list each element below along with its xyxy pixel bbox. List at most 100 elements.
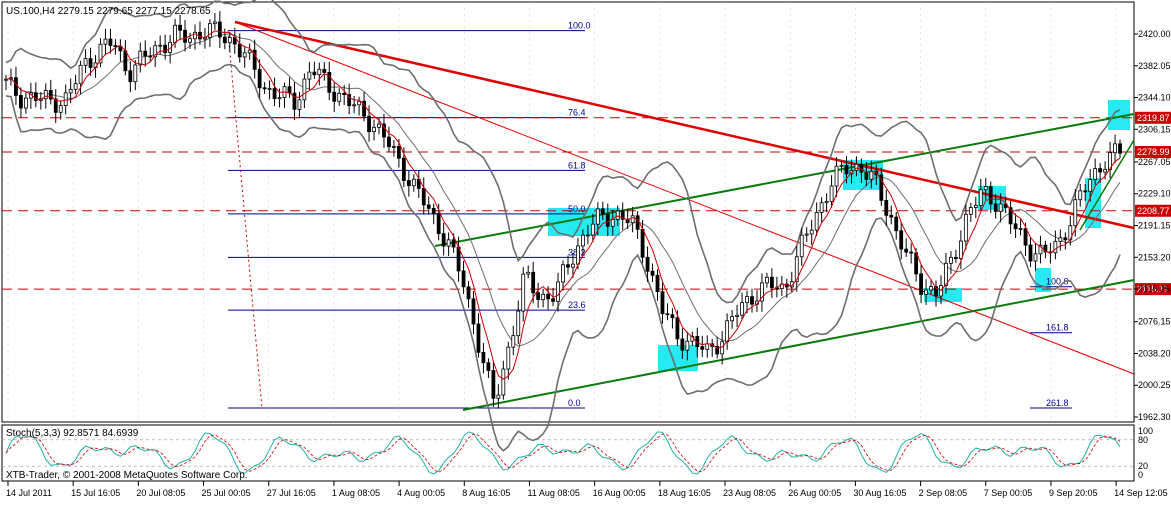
candle-body: [1078, 190, 1083, 201]
bollinger-bands: [5, 0, 1121, 452]
candle-body: [1098, 168, 1103, 173]
candle-body: [680, 338, 685, 351]
candlesticks: [4, 11, 1122, 409]
candle-body: [14, 77, 18, 96]
candle-body: [521, 273, 526, 312]
candle-body: [302, 78, 307, 101]
candle-body: [566, 264, 570, 268]
candle-body: [914, 252, 919, 275]
candle-body: [272, 88, 277, 100]
y-tick-label: 2306.15: [1138, 124, 1171, 134]
x-tick-label: 20 Jul 08:05: [136, 488, 185, 498]
x-tick-label: 15 Jul 16:05: [71, 488, 120, 498]
candle-body: [387, 136, 391, 148]
candle-body: [451, 239, 456, 248]
candle-body: [854, 163, 859, 171]
price-mark-label: 2319.87: [1137, 113, 1170, 123]
fib-trend-connector: [227, 30, 263, 409]
candle-body: [819, 202, 824, 213]
candle-body: [949, 256, 953, 264]
candle-body: [988, 186, 993, 205]
candle-body: [506, 346, 511, 370]
candle-body: [581, 234, 585, 247]
candle-body: [909, 251, 914, 254]
candle-body: [620, 210, 625, 220]
candle-body: [924, 289, 928, 295]
candle-body: [178, 24, 182, 31]
candle-body: [630, 215, 635, 224]
candle-body: [367, 115, 371, 132]
oscillator-label: Stoch(5,3,3) 92.8571 84.6939: [6, 428, 139, 439]
candle-body: [133, 64, 138, 83]
candle-body: [446, 239, 451, 247]
candle-body: [531, 271, 536, 294]
candle-body: [401, 157, 406, 181]
moving-average-line: [5, 30, 1121, 380]
x-tick-label: 1 Aug 08:05: [332, 488, 380, 498]
candle-body: [1058, 237, 1063, 242]
candle-body: [765, 276, 769, 284]
candle-body: [108, 38, 113, 46]
candle-body: [929, 286, 933, 291]
highlight-box: [924, 288, 962, 302]
moving-average: [5, 30, 1121, 380]
candle-body: [327, 72, 332, 93]
candle-body: [317, 68, 322, 76]
fibonacci-levels: 100.076.461.850.038.223.60.0100.0161.826…: [227, 21, 1072, 409]
highlight-box: [1035, 268, 1051, 292]
candle-body: [725, 320, 730, 343]
candle-body: [998, 203, 1003, 212]
candle-body: [834, 165, 839, 187]
candle-body: [277, 97, 282, 100]
oscillator-tick-label: 80: [1138, 435, 1148, 445]
candle-body: [546, 293, 550, 300]
x-tick-label: 23 Aug 08:05: [723, 488, 776, 498]
candle-body: [715, 346, 720, 355]
y-tick-label: 2115.25: [1138, 284, 1170, 294]
candle-body: [1023, 228, 1028, 246]
candle-body: [655, 274, 660, 293]
candle-body: [58, 105, 63, 113]
candle-body: [222, 36, 227, 44]
candle-body: [864, 171, 869, 180]
candle-body: [794, 256, 799, 283]
candle-body: [585, 234, 590, 237]
candle-body: [1018, 228, 1023, 230]
candle-body: [983, 186, 988, 191]
candle-body: [536, 292, 541, 300]
candle-body: [660, 291, 665, 315]
candle-body: [392, 145, 396, 148]
price-mark-label: 2278.99: [1137, 147, 1170, 157]
candle-body: [745, 296, 749, 304]
candle-body: [19, 95, 23, 109]
candle-body: [143, 50, 148, 57]
candle-body: [804, 233, 809, 236]
candle-body: [1083, 190, 1088, 193]
x-tick-label: 14 Sep 12:05: [1114, 488, 1168, 498]
candle-body: [650, 270, 655, 276]
candle-body: [1043, 244, 1048, 253]
candle-body: [193, 31, 197, 40]
x-tick-label: 18 Aug 16:05: [658, 488, 711, 498]
candle-body: [421, 187, 426, 206]
candle-body: [541, 293, 546, 300]
candle-body: [829, 185, 834, 202]
candle-body: [476, 323, 481, 353]
candle-body: [411, 178, 416, 187]
candle-body: [1053, 240, 1058, 254]
y-tick-label: 2267.05: [1138, 157, 1171, 167]
candle-body: [73, 83, 78, 90]
candle-body: [128, 70, 133, 83]
candle-body: [123, 50, 128, 72]
candle-body: [685, 340, 690, 351]
candle-body: [869, 170, 874, 180]
candle-body: [1008, 207, 1013, 225]
candle-body: [700, 346, 705, 350]
candle-body: [760, 282, 764, 302]
candle-body: [571, 263, 575, 268]
candle-body: [1028, 244, 1033, 262]
candle-body: [217, 21, 222, 38]
candle-body: [740, 302, 744, 316]
